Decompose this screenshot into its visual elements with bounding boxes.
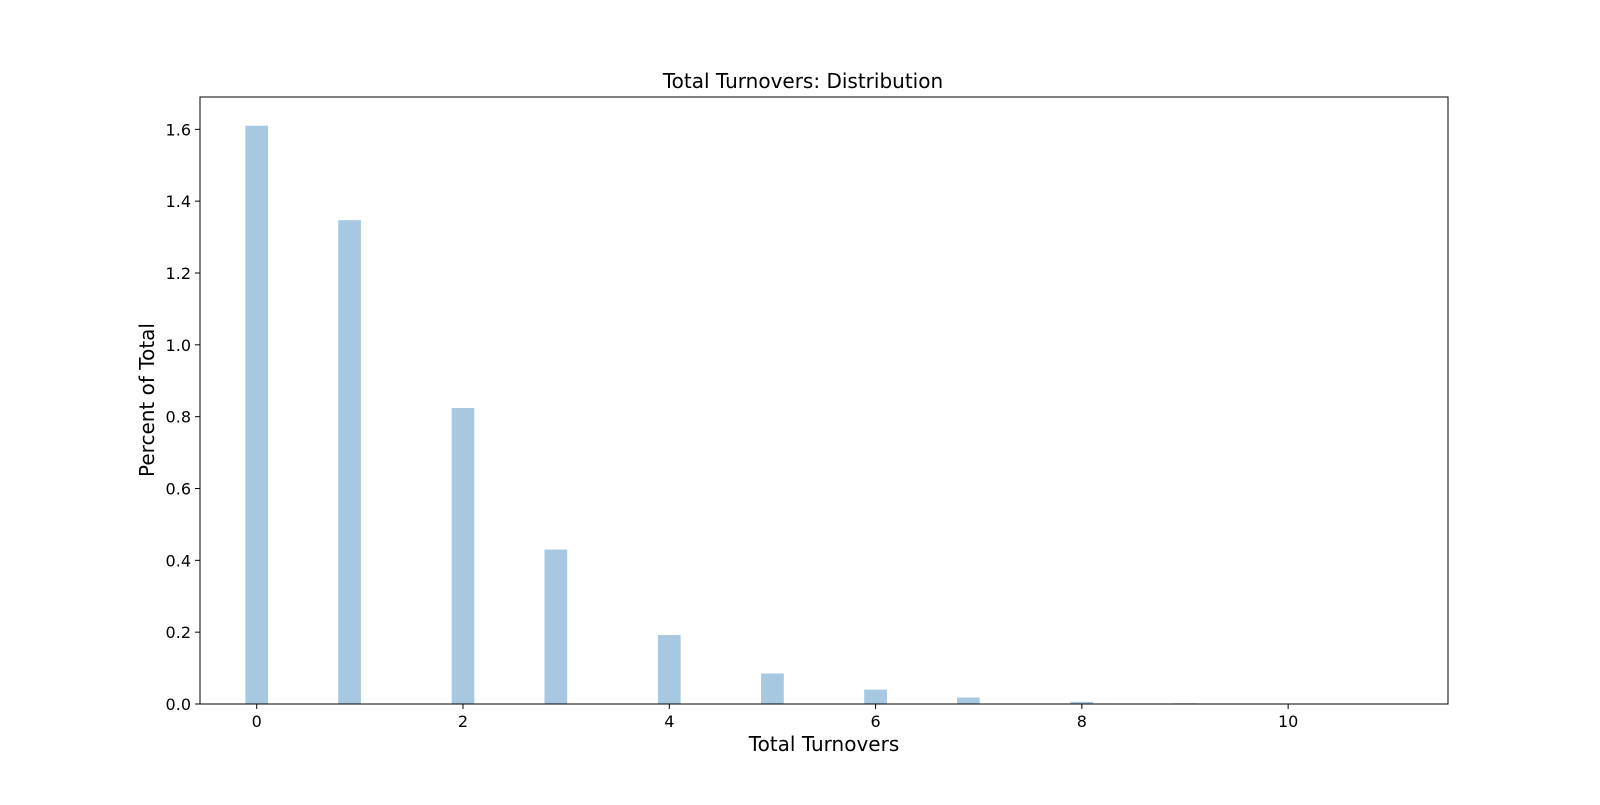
y-axis-label: Percent of Total [135,323,159,477]
bar-3 [544,550,567,704]
x-axis-label: Total Turnovers [748,732,900,756]
y-tick-label: 1.6 [166,120,191,139]
bar-2 [452,408,475,704]
bar-5 [761,673,784,704]
x-tick-label: 0 [252,712,262,731]
y-tick-label: 0.6 [166,479,191,498]
bar-0 [245,126,268,704]
y-tick-label: 1.4 [166,192,191,211]
x-tick-label: 4 [664,712,674,731]
x-tick-label: 2 [458,712,468,731]
plot-area-frame [200,97,1448,704]
y-tick-label: 0.8 [166,408,191,427]
y-tick-label: 0.2 [166,623,191,642]
chart-title: Total Turnovers: Distribution [662,69,943,93]
bar-7 [957,698,980,704]
x-tick-label: 6 [870,712,880,731]
y-tick-label: 1.2 [166,264,191,283]
bars-group [245,126,1299,704]
x-tick-label: 10 [1278,712,1298,731]
y-tick-label: 0.0 [166,695,191,714]
bar-1 [338,220,361,704]
y-tick-label: 0.4 [166,551,191,570]
y-tick-label: 1.0 [166,336,191,355]
bar-4 [658,635,681,704]
x-axis: 0 2 4 6 8 10 [252,704,1299,731]
y-axis: 0.0 0.2 0.4 0.6 0.8 1.0 1.2 1.4 1.6 [166,120,200,714]
bar-6 [864,690,887,704]
x-tick-label: 8 [1077,712,1087,731]
